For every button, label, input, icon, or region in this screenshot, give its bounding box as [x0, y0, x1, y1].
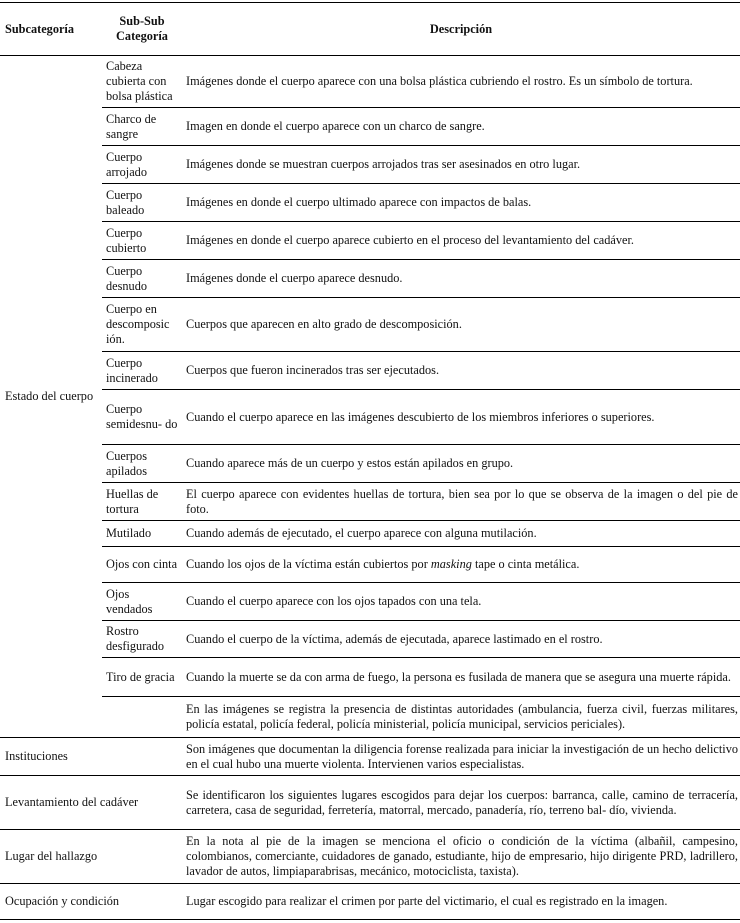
description: Cuando la muerte se da con arma de fuego… — [182, 657, 740, 697]
table-row: Cuerpo baleado Imágenes en donde el cuerp… — [0, 183, 740, 222]
description-part: tape o cinta metálica. — [471, 557, 580, 571]
subsub-category: Tiro de gracia — [102, 657, 182, 697]
table-row: Ojos con cinta Cuando los ojos de la víct… — [0, 546, 740, 583]
table-row: Cuerpo desnudo Imágenes donde el cuerpo a… — [0, 259, 740, 298]
description: En la nota al pie de la imagen se mencio… — [182, 829, 740, 884]
table-row: Mutilado Cuando además de ejecutado, el c… — [0, 520, 740, 547]
header-descripcion: Descripción — [182, 2, 740, 56]
table-row: Ojos vendados Cuando el cuerpo aparece co… — [0, 582, 740, 621]
table-row: Levantamiento del cadáver Se identificaro… — [0, 775, 740, 830]
description: Cuando el cuerpo aparece con los ojos ta… — [182, 582, 740, 621]
description: Cuerpos que aparecen en alto grado de de… — [182, 297, 740, 352]
description: Cuando además de ejecutado, el cuerpo ap… — [182, 520, 740, 547]
header-subcategoria: Subcategoría — [0, 2, 102, 56]
table-row: Instituciones Son imágenes que documentan… — [0, 737, 740, 776]
subsub-category: Cabeza cubierta con bolsa plástica — [102, 55, 182, 108]
subsub-category: Cuerpo baleado — [102, 183, 182, 222]
description: Imágenes en donde el cuerpo ultimado apa… — [182, 183, 740, 222]
table-row: Rostro desfigurado Cuando el cuerpo de la… — [0, 620, 740, 658]
table-row: Cuerpo arrojado Imágenes donde se muestra… — [0, 145, 740, 184]
description: Lugar escogido para realizar el crimen p… — [182, 883, 740, 920]
subsub-category: Charco de sangre — [102, 107, 182, 146]
subsub-category: Cuerpo en descomposic ión. — [102, 297, 182, 352]
subcategory: Instituciones — [0, 737, 182, 776]
description: Imágenes donde se muestran cuerpos arroj… — [182, 145, 740, 184]
description: Cuerpos que fueron incinerados tras ser … — [182, 351, 740, 390]
subcategory: Levantamiento del cadáver — [0, 775, 182, 830]
subsub-category: Cuerpo desnudo — [102, 259, 182, 298]
subsub-category: Cuerpo cubierto — [102, 221, 182, 260]
subsub-category: Cuerpo arrojado — [102, 145, 182, 184]
description: El cuerpo aparece con evidentes huellas … — [182, 482, 740, 521]
header-row: Subcategoría Sub-Sub Categoría Descripci… — [0, 2, 740, 56]
table-row: Cuerpo cubierto Imágenes en donde el cuer… — [0, 221, 740, 260]
description: Cuando aparece más de un cuerpo y estos … — [182, 444, 740, 483]
header-subsub: Sub-Sub Categoría — [102, 2, 182, 56]
table-row: Huellas de tortura El cuerpo aparece con … — [0, 482, 740, 521]
table-row: En las imágenes se registra la presencia… — [0, 696, 740, 738]
table-row: Cuerpos apilados Cuando aparece más de un… — [0, 444, 740, 483]
description: En las imágenes se registra la presencia… — [182, 696, 740, 738]
description: Cuando el cuerpo aparece en las imágenes… — [182, 389, 740, 445]
description: Son imágenes que documentan la diligenci… — [182, 737, 740, 776]
table-row: Estado del cuerpo Cabeza cubierta con bol… — [0, 55, 740, 738]
subsub-category — [102, 696, 182, 738]
subsub-category: Cuerpos apilados — [102, 444, 182, 483]
description-part: Cuando los ojos de la víctima están cubi… — [186, 557, 431, 571]
subcategory-estado: Estado del cuerpo — [0, 55, 102, 738]
description: Imágenes donde el cuerpo aparece con una… — [182, 55, 740, 108]
table-row: Cuerpo en descomposic ión. Cuerpos que ap… — [0, 297, 740, 352]
subsub-category: Mutilado — [102, 520, 182, 547]
subsub-category: Rostro desfigurado — [102, 620, 182, 658]
description: Imágenes en donde el cuerpo aparece cubi… — [182, 221, 740, 260]
description: Cuando los ojos de la víctima están cubi… — [182, 546, 740, 583]
table-row: Ocupación y condición Lugar escogido para… — [0, 883, 740, 920]
description: Se identificaron los siguientes lugares … — [182, 775, 740, 830]
subsub-category: Huellas de tortura — [102, 482, 182, 521]
subsub-category: Ojos vendados — [102, 582, 182, 621]
description-emphasis: masking — [430, 557, 472, 571]
subsub-category: Cuerpo incinerado — [102, 351, 182, 390]
description: Cuando el cuerpo de la víctima, además d… — [182, 620, 740, 658]
subcategory: Lugar del hallazgo — [0, 829, 182, 884]
subsub-category: Ojos con cinta — [102, 546, 182, 583]
table-row: Tiro de gracia Cuando la muerte se da con… — [0, 657, 740, 697]
description: Imágenes donde el cuerpo aparece desnudo… — [182, 259, 740, 298]
description: Imagen en donde el cuerpo aparece con un… — [182, 107, 740, 146]
table-row: Charco de sangre Imagen en donde el cuerp… — [0, 107, 740, 146]
subsub-category: Cuerpo semidesnu- do — [102, 389, 182, 445]
table-row: Cuerpo incinerado Cuerpos que fueron inci… — [0, 351, 740, 390]
subcategory: Ocupación y condición — [0, 883, 182, 920]
table-row: Lugar del hallazgo En la nota al pie de l… — [0, 829, 740, 884]
table-row: Cuerpo semidesnu- do Cuando el cuerpo apa… — [0, 389, 740, 445]
